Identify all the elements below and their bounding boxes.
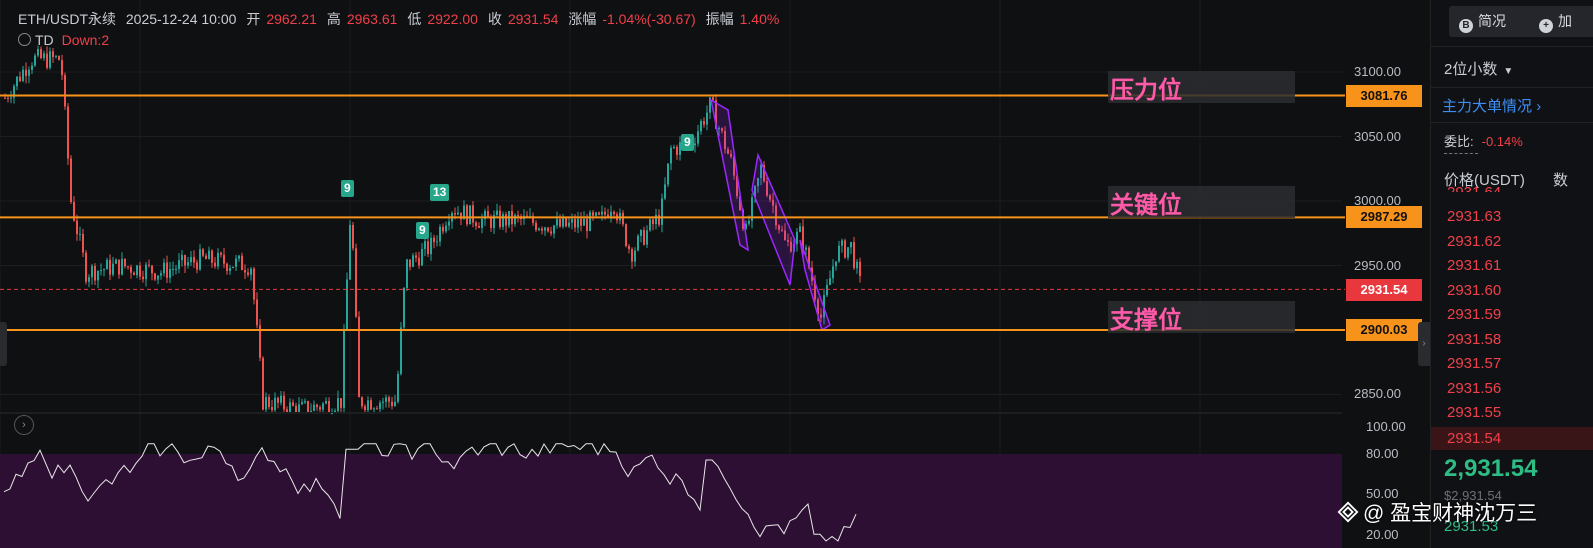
ask-price-row[interactable]: 2931.56: [1447, 380, 1502, 397]
ask-price-row[interactable]: 2931.55: [1447, 404, 1502, 421]
td-count-badge: 9: [341, 180, 354, 197]
amplitude-value: 1.40%: [739, 11, 780, 27]
rsi-axis-tick: 80.00: [1366, 446, 1399, 461]
key-level-zone: [1108, 186, 1295, 218]
key-price-tag: 2987.29: [1346, 206, 1422, 228]
ask-price-row[interactable]: 2931.64: [1447, 184, 1501, 192]
chevron-down-icon: ▼: [1503, 66, 1514, 77]
order-ratio: 委比: -0.14%: [1444, 131, 1523, 150]
bid-price-row[interactable]: 2931.53: [1444, 518, 1499, 535]
right-collapse-handle[interactable]: ›: [1418, 322, 1430, 366]
watermark: @ 盈宝财神沈万三: [1337, 497, 1537, 527]
high-label: 高: [326, 11, 341, 27]
ask-price-row[interactable]: 2931.57: [1447, 355, 1502, 372]
ask-price-row[interactable]: 2931.61: [1447, 257, 1502, 274]
change-label: 涨幅: [568, 11, 597, 27]
symbol-label: ETH/USDT永续: [18, 11, 116, 27]
support-label: 支撑位: [1110, 307, 1182, 334]
indicator-row[interactable]: TD Down:2: [18, 32, 109, 48]
close-value: 2931.54: [507, 11, 559, 27]
close-label: 收: [487, 11, 502, 27]
ohlc-info-bar: ETH/USDT永续 2025-12-24 10:00 开 2962.21 高 29…: [18, 9, 785, 29]
rsi-axis-tick: 50.00: [1366, 486, 1399, 501]
low-value: 2922.00: [427, 11, 478, 27]
price-axis-tick: 3050.00: [1354, 129, 1401, 144]
td-count-badge: 9: [681, 134, 694, 151]
key-level-label: 关键位: [1110, 192, 1182, 219]
decimals-select[interactable]: 2位小数 ▼: [1444, 58, 1513, 79]
support-zone: [1108, 301, 1295, 333]
rsi-line: [3, 442, 857, 542]
current-price-tag: 2931.54: [1346, 279, 1422, 301]
candlestick-chart[interactable]: [0, 0, 1450, 548]
support-price-tag: 2900.03: [1346, 319, 1422, 341]
add-tab-label: 加: [1558, 13, 1572, 29]
price-axis-tick: 3100.00: [1354, 64, 1401, 79]
change-value: -1.04%(-30.67): [602, 11, 696, 27]
chevron-right-icon: ›: [1536, 98, 1542, 115]
order-book-panel: B 简况 + 加 2位小数 ▼ 主力大单情况 › 委比: -0.14% 价格(USDT)…: [1430, 0, 1593, 548]
amplitude-label: 振幅: [705, 11, 734, 27]
high-value: 2963.61: [346, 11, 398, 27]
chart-area[interactable]: ETH/USDT永续 2025-12-24 10:00 开 2962.21 高 29…: [0, 0, 1450, 548]
rsi-axis-tick: 100.00: [1366, 419, 1406, 434]
resistance-label: 压力位: [1110, 77, 1182, 104]
brief-tab-label: 简况: [1478, 13, 1506, 29]
last-price: 2,931.54: [1444, 455, 1538, 482]
b-icon: B: [1459, 19, 1473, 33]
watermark-text: @ 盈宝财神沈万三: [1363, 502, 1538, 525]
left-collapse-handle[interactable]: [0, 322, 7, 366]
td-count-badge: 9: [416, 222, 429, 239]
resistance-price-tag: 3081.76: [1346, 85, 1422, 107]
qty-column-header: 数: [1553, 172, 1569, 189]
main-orders-link[interactable]: 主力大单情况 ›: [1442, 95, 1541, 116]
last-price-usd: $2,931.54: [1444, 488, 1502, 503]
datetime-label: 2025-12-24 10:00: [125, 11, 237, 27]
rsi-axis-tick: 20.00: [1366, 527, 1399, 542]
main-orders-label: 主力大单情况: [1442, 98, 1533, 115]
price-axis-tick: 3000.00: [1354, 193, 1401, 208]
td-count-badge: 13: [430, 184, 450, 201]
ask-price-value: 2931.54: [1447, 430, 1502, 447]
ask-price-row[interactable]: 2931.59: [1447, 306, 1502, 323]
diamond-logo-icon: [1337, 501, 1359, 523]
ask-price-row[interactable]: 2931.58: [1447, 331, 1502, 348]
ask-price-row[interactable]: 2931.63: [1447, 208, 1502, 225]
indicator-status: Down:2: [61, 32, 110, 48]
price-column-header: 价格(USDT): [1444, 172, 1525, 189]
resistance-zone: [1108, 71, 1295, 103]
add-icon: +: [1539, 19, 1553, 33]
ratio-value: -0.14%: [1481, 134, 1523, 149]
expand-icon[interactable]: ›: [14, 415, 34, 435]
ask-price-row[interactable]: 2931.62: [1447, 233, 1502, 250]
indicator-name: TD: [35, 32, 54, 48]
ratio-label: 委比:: [1444, 134, 1474, 149]
ask-price-row-highlight[interactable]: 2931.54: [1431, 427, 1593, 450]
open-value: 2962.21: [266, 11, 317, 27]
brief-tab[interactable]: B 简况: [1449, 6, 1542, 37]
add-tab[interactable]: + 加: [1529, 6, 1593, 37]
price-axis-tick: 2850.00: [1354, 386, 1401, 401]
open-label: 开: [246, 11, 261, 27]
decimals-value: 2位小数: [1444, 61, 1498, 78]
price-axis-tick: 2950.00: [1354, 258, 1401, 273]
indicator-settings-icon[interactable]: [18, 33, 31, 46]
low-label: 低: [407, 11, 422, 27]
ask-price-row[interactable]: 2931.60: [1447, 282, 1502, 299]
